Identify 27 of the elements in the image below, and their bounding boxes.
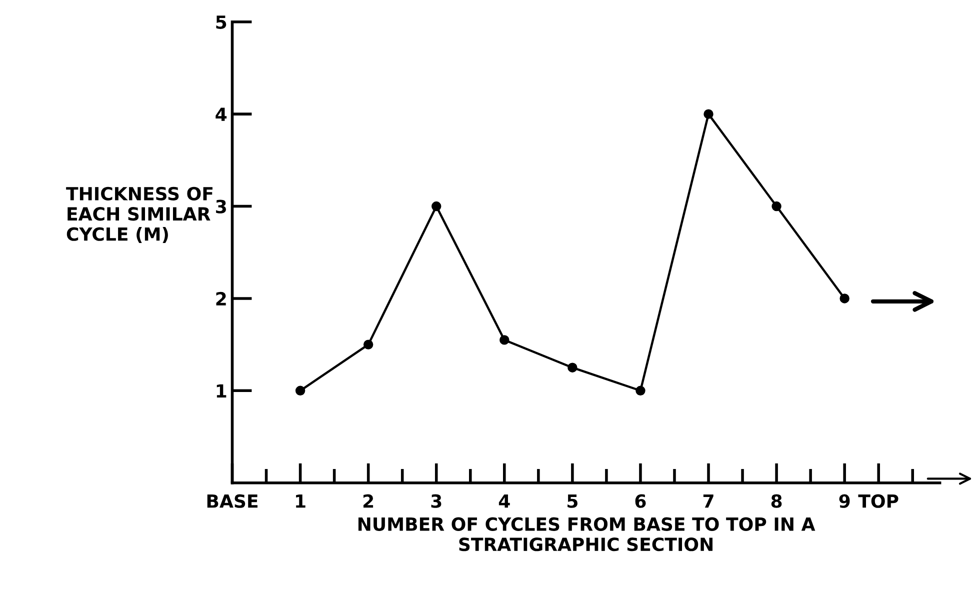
x-tick-label: 1 <box>296 494 306 508</box>
point <box>500 335 510 345</box>
point <box>432 201 442 212</box>
y-tick-label: 4 <box>216 108 227 121</box>
x-tick-label: 9 <box>839 494 850 508</box>
point <box>568 362 578 372</box>
x-tick-label: 5 <box>568 494 578 508</box>
y-tick-label: 5 <box>216 16 226 29</box>
x-axis-title: NUMBER OF CYCLES FROM BASE TO TOP IN A STRATIGRAPHIC SECTION <box>358 517 816 552</box>
point <box>840 294 850 304</box>
y-tick-label: 3 <box>216 200 226 214</box>
y-tick-label: 1 <box>216 384 226 398</box>
x-tick-label: BASE <box>207 494 258 508</box>
point <box>772 201 782 212</box>
x-tick-label: 8 <box>771 494 782 508</box>
point <box>295 386 306 396</box>
point <box>636 386 646 396</box>
point <box>363 340 374 350</box>
x-tick-label: 2 <box>363 494 374 508</box>
x-tick-label: 4 <box>498 494 510 508</box>
x-tick-label: TOP <box>858 494 898 508</box>
x-tick-label: 7 <box>703 494 714 508</box>
point <box>704 109 714 119</box>
y-tick-label: 2 <box>216 292 226 306</box>
x-tick-label: 6 <box>635 494 646 508</box>
x-tick-label: 3 <box>431 494 442 508</box>
y-axis-title: THICKNESS OF EACH SIMILAR CYCLE (M) <box>66 186 212 244</box>
